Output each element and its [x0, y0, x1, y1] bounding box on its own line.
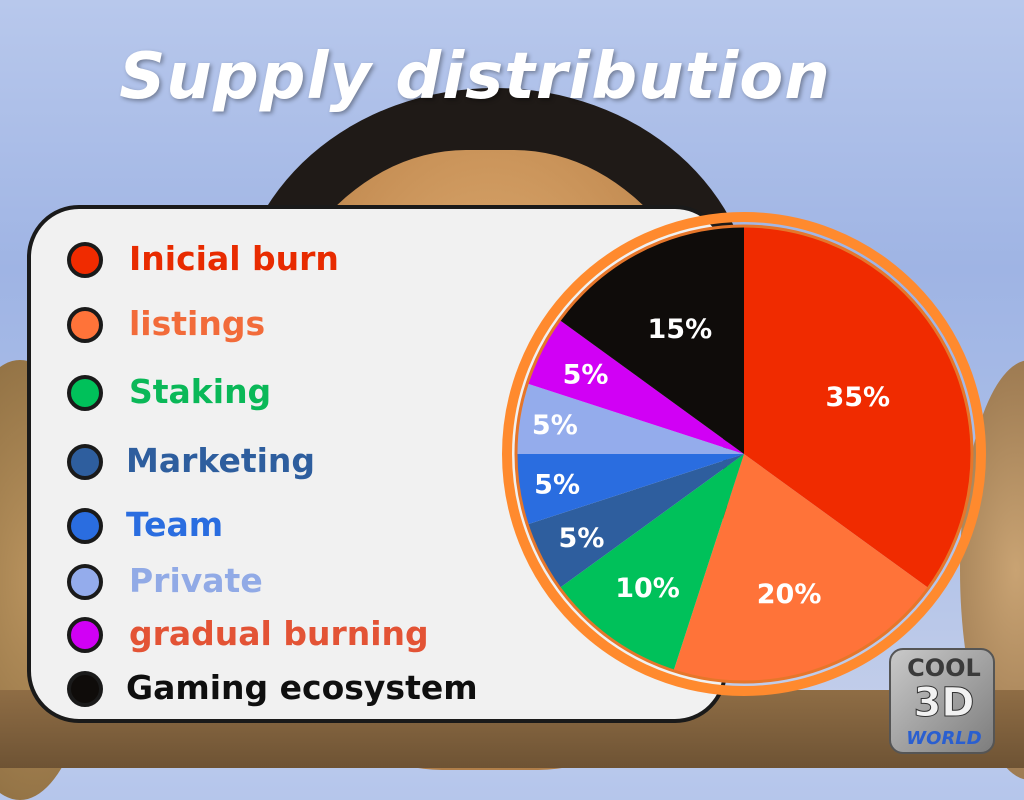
legend-swatch: [67, 444, 103, 480]
legend-label: gradual burning: [129, 614, 429, 653]
pie-slice-label: 35%: [825, 382, 890, 413]
pie-slice-label: 5%: [534, 470, 580, 501]
legend-label: Private: [129, 561, 263, 600]
legend-swatch: [67, 617, 103, 653]
pie-chart-svg: 35% 20% 10% 5% 5% 5% 5% 15%: [502, 212, 986, 696]
pie-slice: [673, 454, 929, 682]
pie-slice-label: 20%: [757, 579, 822, 610]
legend-label: Marketing: [126, 441, 316, 480]
pie-slice-label: 5%: [563, 359, 609, 390]
pie-slice: [516, 383, 744, 454]
legend-swatch: [67, 375, 103, 411]
legend-label: Team: [126, 505, 224, 544]
pie-slice-label: 5%: [559, 523, 605, 554]
pie-rim: [502, 212, 986, 696]
pie-slice: [527, 454, 744, 589]
logo-line-3: WORLD: [906, 728, 982, 749]
pie-slice-label: 15%: [648, 314, 713, 345]
pie-border: [514, 224, 974, 684]
pie-slice: [744, 226, 972, 589]
pie-chart: 35% 20% 10% 5% 5% 5% 5% 15%: [500, 205, 1000, 705]
logo-line-1: COOL: [907, 654, 981, 682]
pie-slice: [527, 319, 744, 454]
legend-swatch: [67, 307, 103, 343]
legend-label: Staking: [129, 372, 272, 411]
cool-3d-world-logo: COOL 3D WORLD: [889, 648, 995, 754]
chart-title: Supply distribution: [119, 40, 831, 114]
legend-swatch: [67, 508, 103, 544]
legend-swatch: [67, 242, 103, 278]
pie-slice-label: 10%: [615, 573, 680, 604]
legend-label: listings: [129, 304, 266, 343]
pie-slice: [559, 454, 744, 671]
legend-label: Gaming ecosystem: [126, 668, 478, 707]
pie-slice-label: 5%: [532, 410, 578, 441]
pie-slice: [516, 454, 744, 525]
legend-swatch: [67, 671, 103, 707]
legend-label: Inicial burn: [129, 239, 339, 278]
legend-swatch: [67, 564, 103, 600]
pie-slice: [559, 226, 744, 454]
logo-line-2: 3D: [913, 680, 975, 727]
